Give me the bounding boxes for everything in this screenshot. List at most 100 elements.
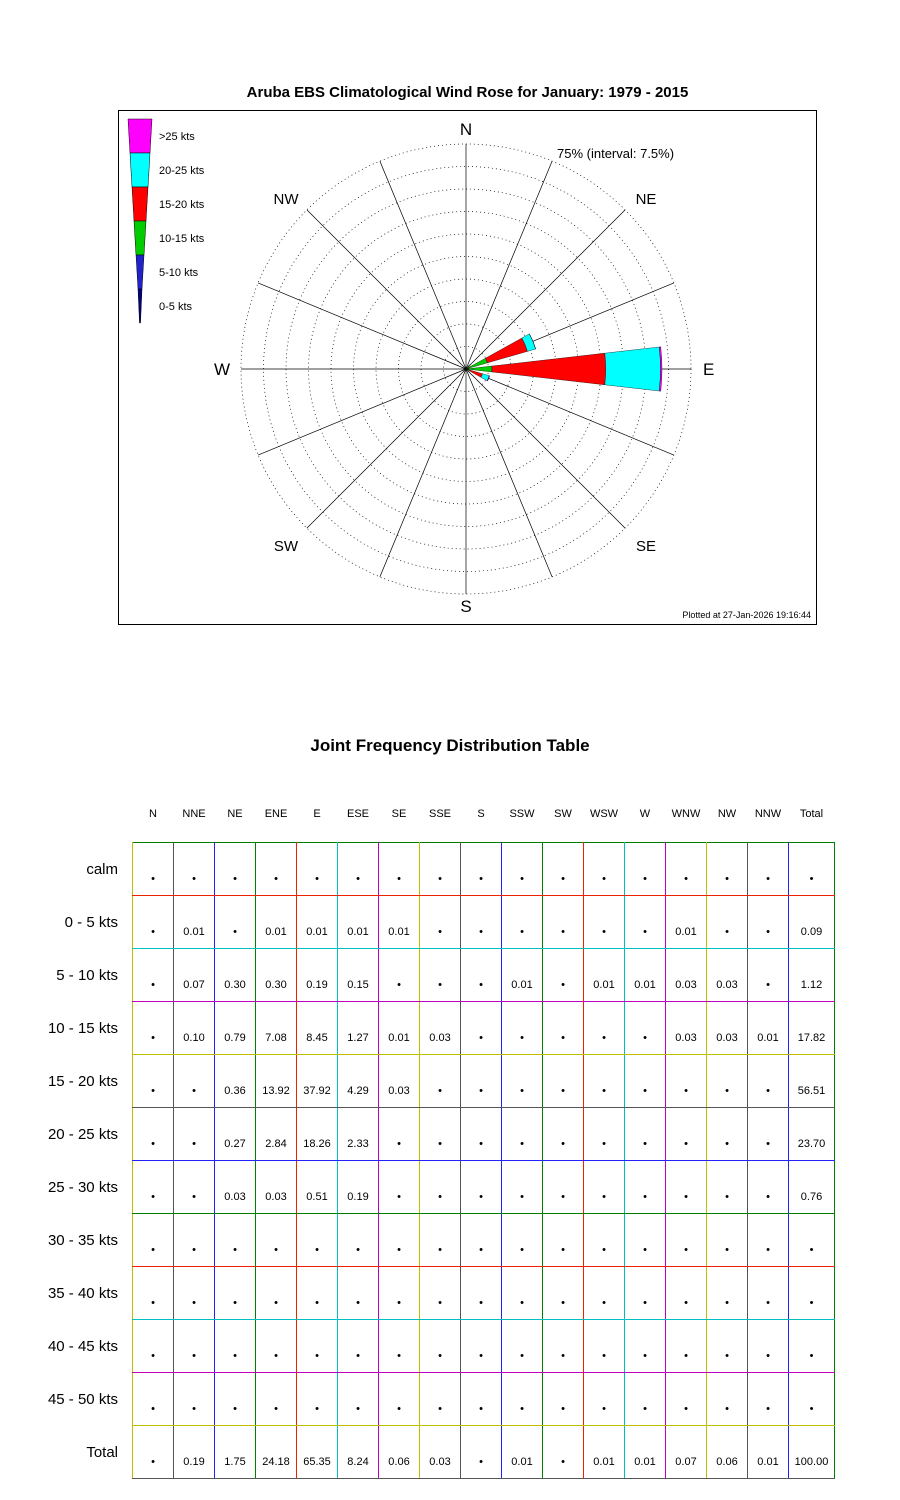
- column-header: SSE: [428, 808, 451, 820]
- table-cell: 8.45: [296, 1001, 338, 1055]
- windrose-legend: >25 kts 20-25 kts 15-20 kts 10-15 kts 5-10 k…: [127, 118, 205, 324]
- table-cell: •: [542, 1213, 584, 1267]
- table-cell: •: [337, 1319, 379, 1373]
- table-cell: •: [583, 1372, 625, 1426]
- ring-interval-label: 75% (interval: 7.5%): [557, 146, 674, 161]
- table-cell: •: [419, 1160, 461, 1214]
- table-cell: •: [419, 1213, 461, 1267]
- table-cell: •: [132, 1266, 174, 1320]
- table-cell: •: [706, 1213, 748, 1267]
- table-title: Joint Frequency Distribution Table: [310, 736, 590, 755]
- table-cell: 0.01: [747, 1425, 789, 1479]
- table-cell: •: [747, 1266, 789, 1320]
- table-cell: •: [624, 1054, 666, 1108]
- table-cell: •: [173, 1319, 215, 1373]
- row-label: 15 - 20 kts: [47, 1072, 118, 1090]
- column-header: SE: [391, 808, 407, 820]
- compass-label-ne: NE: [636, 191, 657, 208]
- table-row: 15 - 20 kts • • 0.36 13.92 37.92 4.29 0.03 • • • • •…: [8, 1054, 835, 1108]
- table-cell: •: [501, 1372, 543, 1426]
- table-cell: 1.27: [337, 1001, 379, 1055]
- table-cell: •: [173, 1372, 215, 1426]
- rose-title: Aruba EBS Climatological Wind Rose for J…: [246, 84, 689, 101]
- table-cell: 0.01: [378, 1001, 420, 1055]
- compass-label-n: N: [460, 120, 472, 139]
- table-cell: •: [747, 1213, 789, 1267]
- table-cell: •: [460, 1107, 502, 1161]
- jfd-table: N NNE NE ENE E ESE SE SSE S SSW SW WSW W WNW NW NNW Tota…: [8, 800, 835, 1479]
- table-cell: •: [501, 895, 543, 949]
- table-cell: 0.01: [665, 895, 707, 949]
- table-cell: •: [296, 1372, 338, 1426]
- table-cell: •: [788, 1213, 835, 1267]
- legend-swatch: [137, 288, 143, 324]
- table-row: 5 - 10 kts • 0.07 0.30 0.30 0.19 0.15 • • • 0.01 • 0…: [8, 948, 835, 1002]
- table-cell: 100.00: [788, 1425, 835, 1479]
- table-cell: •: [296, 1319, 338, 1373]
- table-cell: 0.03: [378, 1054, 420, 1108]
- table-cell: •: [665, 1213, 707, 1267]
- rose-petal-ENE: [485, 337, 528, 364]
- table-cell: •: [665, 842, 707, 896]
- table-cell: 0.03: [214, 1160, 256, 1214]
- table-cell: •: [624, 1107, 666, 1161]
- table-cell: •: [542, 1372, 584, 1426]
- column-header: E: [313, 808, 321, 820]
- table-cell: •: [624, 1160, 666, 1214]
- table-row: Total • 0.19 1.75 24.18 65.35 8.24 0.06 0.03 • 0.0…: [8, 1425, 835, 1479]
- legend-label: 10-15 kts: [159, 233, 205, 245]
- table-cell: •: [419, 1107, 461, 1161]
- table-cell: •: [214, 1213, 256, 1267]
- row-label: 5 - 10 kts: [56, 966, 118, 984]
- table-cell: •: [665, 1266, 707, 1320]
- rose-spoke: [465, 160, 553, 370]
- table-cell: 0.07: [665, 1425, 707, 1479]
- table-cell: •: [501, 842, 543, 896]
- rose-petal-NE: [468, 364, 471, 367]
- table-cell: •: [501, 1213, 543, 1267]
- table-row: 25 - 30 kts • • 0.03 0.03 0.51 0.19 • • • • • • • • • • 0…: [8, 1160, 835, 1214]
- table-cell: •: [296, 1266, 338, 1320]
- rose-spoke: [465, 368, 553, 578]
- table-cell: •: [501, 1160, 543, 1214]
- table-cell: •: [747, 1319, 789, 1373]
- table-cell: 0.03: [665, 948, 707, 1002]
- table-cell: •: [501, 1054, 543, 1108]
- table-cell: •: [214, 842, 256, 896]
- row-label: calm: [86, 860, 118, 878]
- table-cell: •: [296, 1213, 338, 1267]
- header-row: N NNE NE ENE E ESE SE SSE S SSW SW WSW W WNW NW NNW Tota…: [8, 800, 835, 843]
- table-cell: •: [460, 842, 502, 896]
- compass-label-sw: SW: [274, 538, 299, 555]
- legend-label: 5-10 kts: [159, 267, 199, 279]
- table-cell: 0.01: [501, 1425, 543, 1479]
- table-cell: •: [132, 1160, 174, 1214]
- table-cell: •: [460, 895, 502, 949]
- table-cell: •: [747, 895, 789, 949]
- table-cell: •: [542, 1319, 584, 1373]
- table-cell: 0.79: [214, 1001, 256, 1055]
- table-cell: •: [583, 1319, 625, 1373]
- legend-label: 20-25 kts: [159, 165, 205, 177]
- table-cell: •: [624, 1319, 666, 1373]
- table-cell: •: [747, 1372, 789, 1426]
- table-cell: •: [583, 1213, 625, 1267]
- table-row: 45 - 50 kts • • • • • • • • • • • • • • • • •: [8, 1372, 835, 1426]
- table-cell: 0.01: [296, 895, 338, 949]
- table-cell: 1.12: [788, 948, 835, 1002]
- table-cell: 23.70: [788, 1107, 835, 1161]
- legend-label: 0-5 kts: [159, 301, 193, 313]
- rose-spoke: [306, 368, 467, 529]
- table-cell: •: [542, 895, 584, 949]
- table-cell: •: [665, 1107, 707, 1161]
- rose-petal-ESE: [486, 375, 490, 382]
- table-cell: •: [173, 1160, 215, 1214]
- table-cell: 1.75: [214, 1425, 256, 1479]
- table-cell: 0.01: [624, 1425, 666, 1479]
- legend-swatch: [129, 152, 151, 188]
- table-cell: •: [173, 1054, 215, 1108]
- rose-petals: [465, 333, 663, 392]
- corner-cell: [8, 800, 133, 843]
- table-cell: •: [583, 1054, 625, 1108]
- table-cell: •: [214, 1319, 256, 1373]
